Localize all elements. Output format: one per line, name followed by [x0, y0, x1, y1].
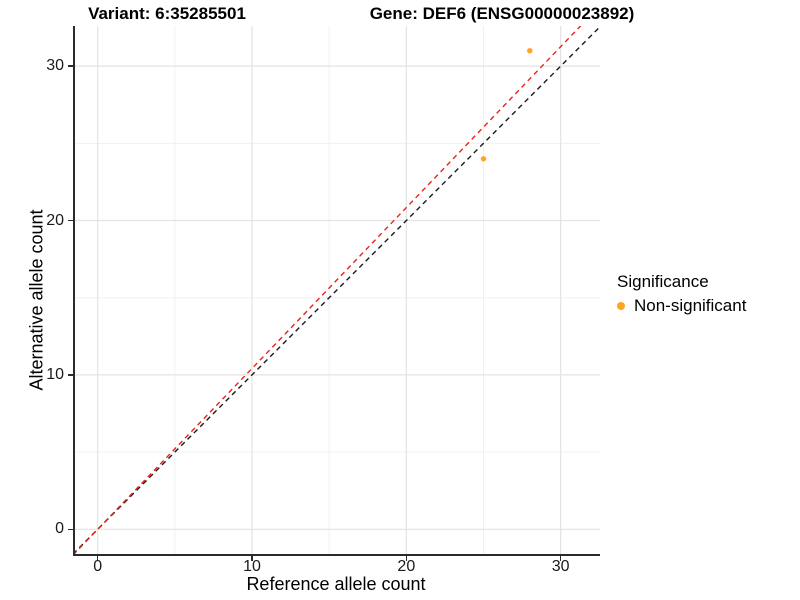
- x-axis-line: [73, 554, 600, 556]
- legend-title: Significance: [617, 272, 709, 291]
- variant-title: Variant: 6:35285501: [88, 4, 246, 23]
- x-tick-label: 10: [243, 558, 261, 575]
- legend-item-label: Non-significant: [634, 296, 747, 315]
- fit-line: [73, 26, 582, 554]
- y-tick-label: 20: [46, 211, 64, 229]
- non-significant-point-icon: [617, 302, 625, 310]
- gene-title: Gene: DEF6 (ENSG00000023892): [369, 4, 635, 23]
- y-tick-label: 0: [55, 520, 64, 538]
- x-tick-mark: [96, 556, 99, 561]
- x-tick-label: 30: [551, 558, 570, 575]
- x-tick-mark: [251, 556, 253, 561]
- legend-item-non-significant: Non-significant: [617, 297, 746, 315]
- x-tick-mark: [559, 556, 562, 561]
- x-tick-label: 20: [397, 558, 416, 575]
- y-tick-mark: [68, 219, 73, 222]
- y-tick-mark: [68, 65, 73, 67]
- data-point: [527, 48, 533, 54]
- x-tick-mark: [405, 556, 408, 561]
- y-tick-label: 30: [46, 57, 64, 75]
- x-tick-label: 0: [93, 558, 103, 575]
- y-axis-title: Alternative allele count: [26, 209, 47, 391]
- x-axis-title: Reference allele count: [246, 574, 426, 594]
- y-tick-label: 10: [46, 365, 64, 383]
- y-tick-mark: [68, 528, 73, 531]
- scatter-plot-svg: [73, 26, 600, 554]
- y-tick-mark: [68, 374, 73, 376]
- y-axis-line: [73, 26, 75, 556]
- data-point: [480, 156, 487, 162]
- identity-line: [73, 26, 600, 554]
- plot-panel: [73, 26, 600, 554]
- legend: Significance Non-significant: [617, 272, 746, 315]
